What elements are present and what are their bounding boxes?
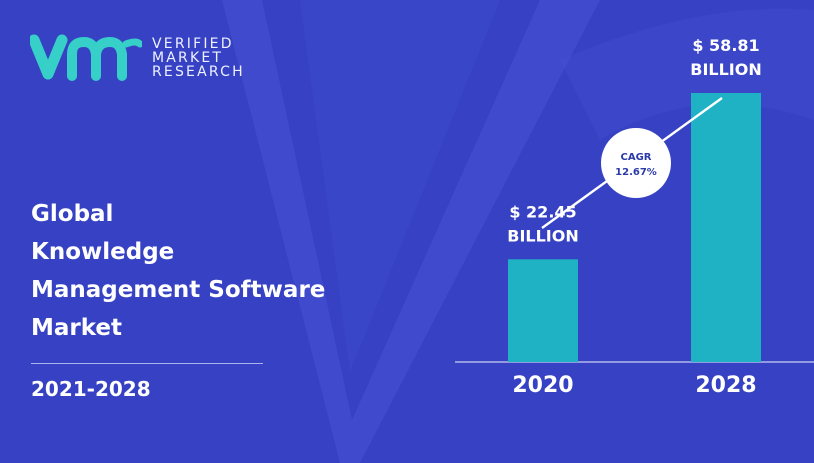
category-label-2020: 2020 [512, 373, 573, 398]
report-title: Global Knowledge Management Software Mar… [31, 195, 325, 347]
title-line-4: Market [31, 315, 123, 341]
category-label-2028: 2028 [695, 373, 756, 398]
title-line-3: Management Software [31, 277, 326, 303]
logo-wordmark: VERIFIED MARKET RESEARCH [152, 37, 245, 79]
bar-value-label-2028: $ 58.81 [692, 36, 759, 55]
vmr-logo-icon [30, 34, 142, 81]
title-divider [31, 363, 263, 364]
bar-2028 [691, 93, 761, 362]
bar-unit-label-2020: BILLION [507, 226, 578, 245]
title-line-2: Knowledge [31, 239, 175, 265]
bar-2020 [508, 259, 578, 362]
forecast-period: 2021-2028 [31, 377, 151, 401]
title-line-1: Global [31, 201, 114, 227]
logo-line-market: MARKET [152, 50, 224, 66]
cagr-value: 12.67% [615, 167, 657, 178]
bar-unit-label-2028: BILLION [690, 60, 761, 79]
logo-line-verified: VERIFIED [152, 36, 234, 52]
bar-value-label-2020: $ 22.45 [509, 202, 576, 221]
cagr-label: CAGR [621, 152, 652, 163]
logo-line-research: RESEARCH [152, 64, 245, 80]
cagr-badge [601, 128, 671, 198]
company-logo: VERIFIED MARKET RESEARCH [30, 34, 245, 82]
